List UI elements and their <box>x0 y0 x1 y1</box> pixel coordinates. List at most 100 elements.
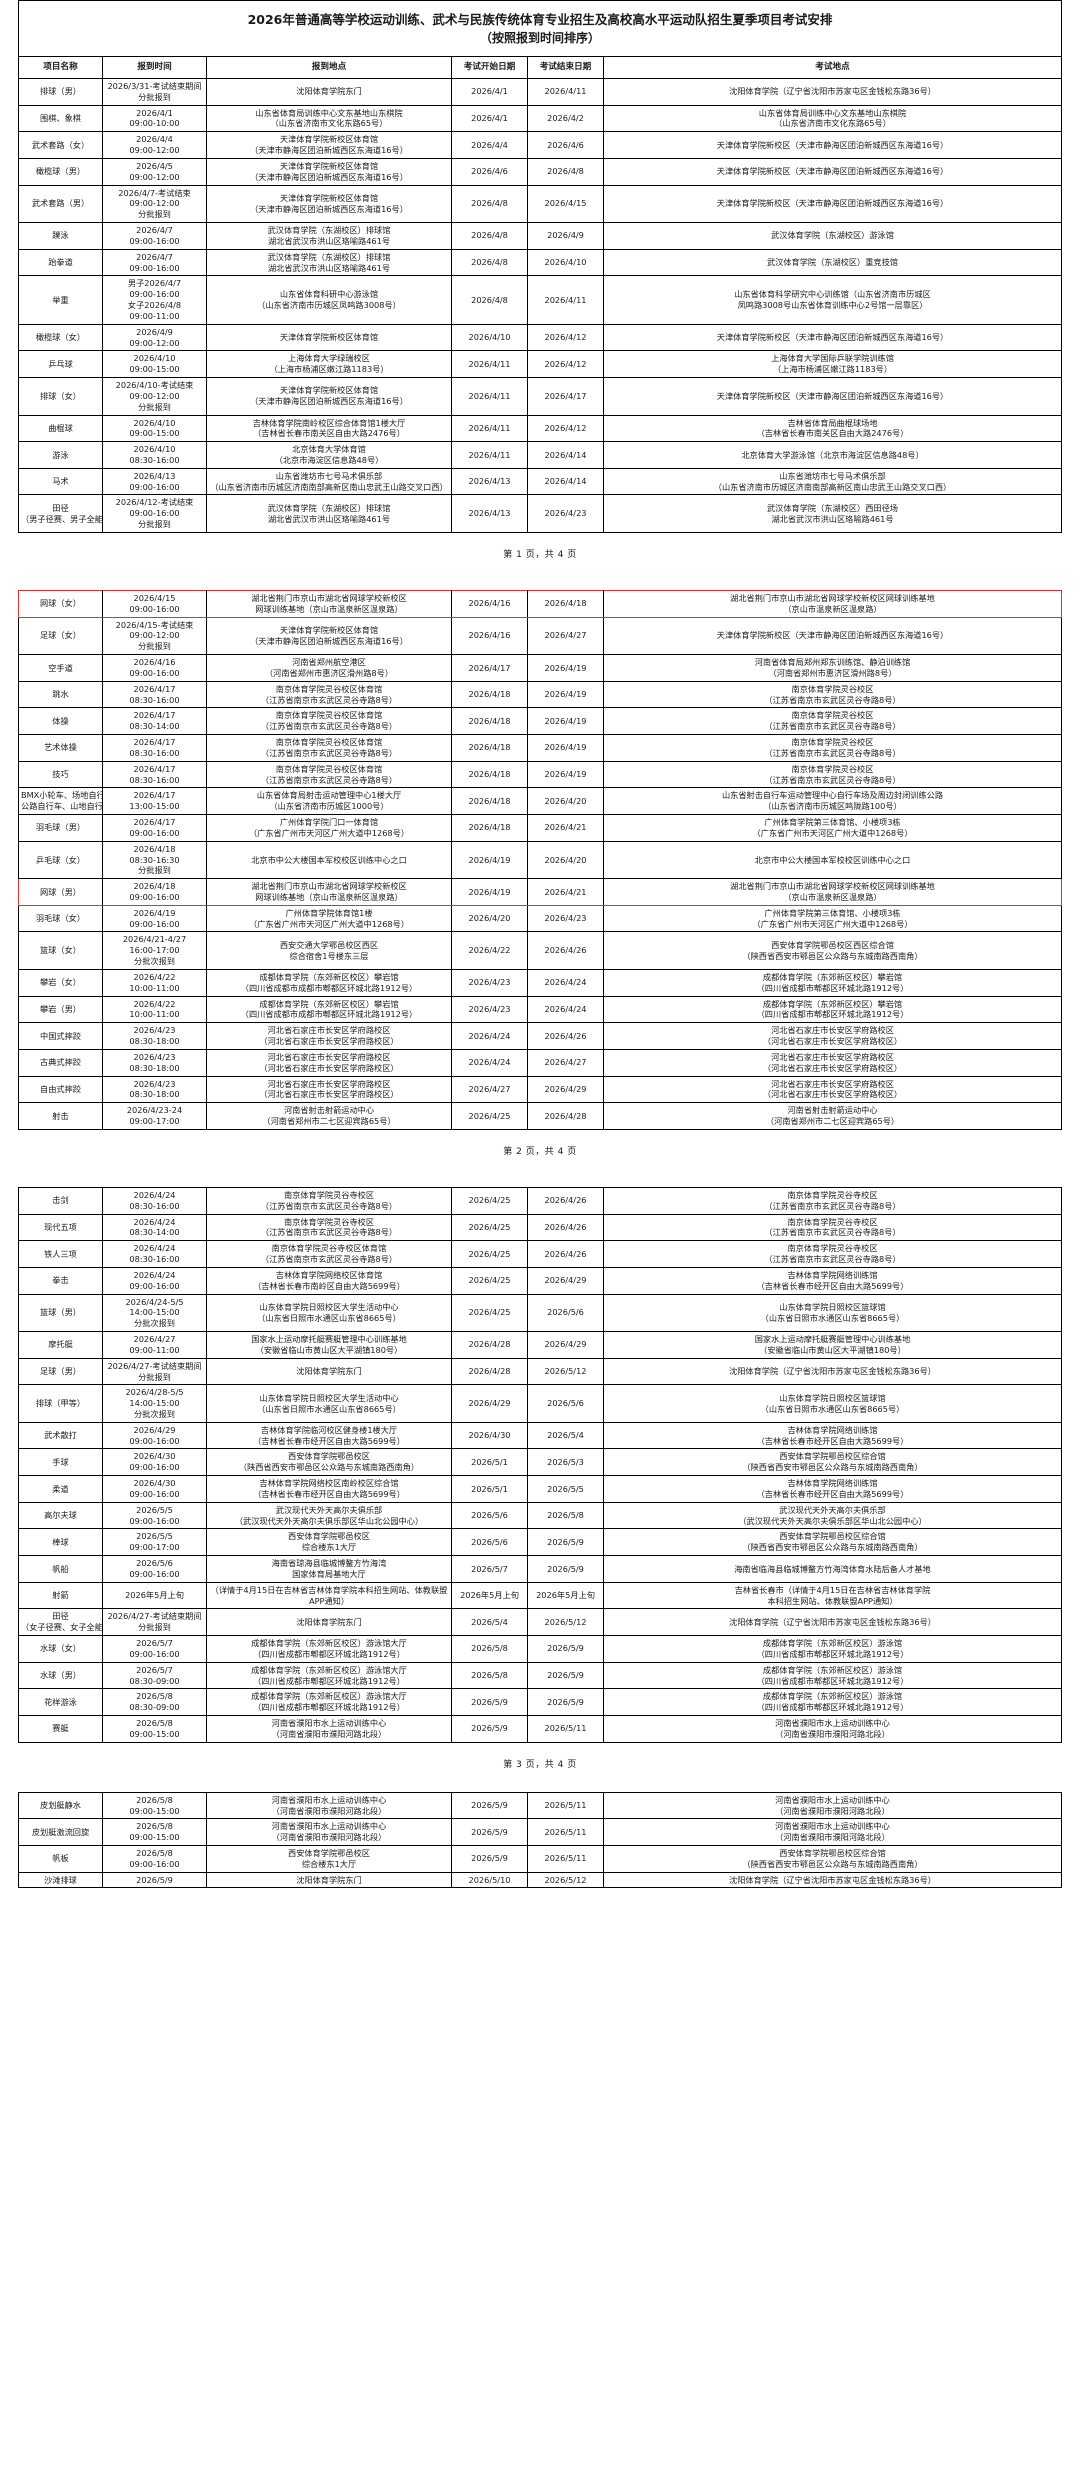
cell-report-place-line-1: （上海市杨浦区嫩江路1183号） <box>269 364 389 375</box>
table-row: 自由式摔跤 2026/4/23 08:30-18:00 河北省石家庄市长安区学府路校区… <box>18 1075 1062 1104</box>
cell-exam-place-line-0: 湖北省荆门市京山市湖北省网球学校新校区网球训练基地 <box>730 881 935 892</box>
cell-project-name: 中国式摔跤 <box>18 1022 103 1050</box>
cell-report-time-line-0: 2026/4/17 <box>133 710 176 721</box>
cell-report-time-line-0: 2026/5/8 <box>136 1718 173 1729</box>
cell-report-time-line-1: 09:00-16:00 <box>129 508 180 519</box>
cell-exam-place-line-0: 南京体育学院灵谷寺校区 <box>787 1243 878 1254</box>
cell-project-name: 马术 <box>18 467 103 496</box>
cell-exam-start: 2026/4/11 <box>451 377 528 416</box>
cell-exam-place-line-1: 本科招生网站、体教联盟APP通知） <box>767 1595 898 1606</box>
cell-exam-start-line-0: 2026/4/19 <box>468 886 511 897</box>
cell-report-place-line-0: 武汉体育学院（东湖校区）排球馆 <box>267 225 391 236</box>
cell-report-place-line-1: （广东省广州市天河区广州大道中1268号） <box>248 918 410 929</box>
cell-report-time-line-1: 08:30-16:30 <box>129 854 180 865</box>
cell-exam-start-line-0: 2026/4/11 <box>468 390 511 401</box>
cell-project-name: 篮球（男） <box>18 1293 103 1333</box>
cell-project-name-line-0: 蹼泳 <box>52 230 69 241</box>
cell-report-place: （详情于4月15日在吉林省吉林体育学院本科招生网站、体教联盟APP通知） <box>206 1581 452 1610</box>
cell-report-place-line-0: 成都体育学院（东郊新区校区）游泳馆大厅 <box>251 1638 407 1649</box>
cell-exam-start-line-0: 2026/5/9 <box>471 1826 508 1837</box>
cell-project-name-line-0: 攀岩（男） <box>40 1004 81 1015</box>
cell-report-place-line-1: （吉林省长春市南关区自由大路2476号） <box>253 428 405 439</box>
cell-exam-place: 北京体育大学游泳馆（北京市海淀区信息路48号） <box>603 441 1062 469</box>
table-row: 中国式摔跤 2026/4/23 08:30-18:00 河北省石家庄市长安区学府路校区… <box>18 1022 1062 1050</box>
cell-exam-end-line-0: 2026/4/29 <box>544 1339 587 1350</box>
cell-exam-place-line-0: 成都体育学院（东郊新区校区）攀岩馆 <box>762 971 903 982</box>
cell-report-place-line-1: （河北省石家庄市长安区学府路校区） <box>259 1036 399 1047</box>
cell-exam-place: 沈阳体育学院（辽宁省沈阳市苏家屯区金钱松东路36号） <box>603 77 1062 106</box>
cell-exam-start-line-0: 2026/4/17 <box>468 662 511 673</box>
cell-exam-start: 2026/5/1 <box>451 1448 528 1477</box>
table-row: 田径 （男子径赛、男子全能） 2026/4/12-考试结束 09:00-16:00 分批… <box>18 494 1062 533</box>
cell-report-time-line-1: 08:30-09:00 <box>129 1702 180 1713</box>
cell-report-time: 2026/4/24 08:30-16:00 <box>102 1186 207 1215</box>
cell-exam-place: 天津体育学院新校区（天津市静海区团泊新城西区东海道16号） <box>603 157 1062 186</box>
cell-report-place: 河南省郑州航空港区 （河南省郑州市惠济区滑州路8号） <box>206 654 452 682</box>
cell-project-name-line-0: 空手道 <box>48 662 73 673</box>
cell-report-time-line-1: 08:30-16:00 <box>129 1254 180 1265</box>
cell-report-time-line-1: 08:30-14:00 <box>129 1227 180 1238</box>
cell-exam-place-line-0: 河南省濮阳市水上运动训练中心 <box>775 1821 890 1832</box>
cell-exam-end: 2026/4/19 <box>527 760 604 789</box>
cell-exam-place-line-0: 武汉体育学院（东湖校区）西田径场 <box>766 502 898 513</box>
cell-exam-place-line-0: 南京体育学院灵谷校区 <box>791 710 874 721</box>
cell-report-time: 2026/5/8 09:00-15:00 <box>102 1715 207 1743</box>
cell-report-place: 成都体育学院（东郊新区校区）游泳馆大厅 （四川省成都市郫都区环城北路1912号） <box>206 1635 452 1663</box>
cell-report-time: 2026/5/8 09:00-15:00 <box>102 1818 207 1846</box>
cell-exam-end-line-0: 2026/4/24 <box>544 1004 587 1015</box>
cell-exam-start-line-0: 2026/5/7 <box>471 1563 508 1574</box>
cell-report-place: 国家水上运动摩托艇赛艇管理中心训练基地 （安徽省临山市黄山区大平湖镇180号） <box>206 1331 452 1359</box>
cell-report-time-line-0: 2026/4/23 <box>133 1025 176 1036</box>
cell-exam-end: 2026/5/3 <box>527 1448 604 1477</box>
cell-exam-place: 南京体育学院灵谷校区 （江苏省南京市玄武区灵谷寺路8号） <box>603 734 1062 762</box>
cell-project-name: 田径 （女子径赛、女子全能） <box>18 1608 103 1637</box>
cell-report-place: 南京体育学院灵谷校区体育馆 （江苏省南京市玄武区灵谷寺路8号） <box>206 707 452 736</box>
cell-exam-place: 天津体育学院新校区（天津市静海区团泊新城西区东海道16号） <box>603 184 1062 224</box>
cell-exam-place-line-0: 南京体育学院灵谷寺校区 <box>787 1189 878 1200</box>
cell-report-time-line-0: 2026/4/1 <box>136 107 173 118</box>
cell-project-name: 排球（男） <box>18 77 103 106</box>
cell-report-place-line-0: 河北省石家庄市长安区学府路校区 <box>267 1025 391 1036</box>
document-page-4: 皮划艇静水 2026/5/8 09:00-15:00 河南省濮阳市水上运动训练中心 （河… <box>18 1791 1062 1889</box>
cell-exam-end-line-0: 2026/5/12 <box>544 1366 587 1377</box>
cell-report-time-line-2: 分批报到 <box>138 519 171 530</box>
table-row: 手球 2026/4/30 09:00-16:00 西安体育学院鄂邑校区 （陕西省西安市鄂… <box>18 1448 1062 1477</box>
cell-project-name: 游泳 <box>18 441 103 469</box>
cell-exam-end: 2026/4/6 <box>527 131 604 159</box>
cell-report-place-line-1: （河南省濮阳市濮阳河路北段） <box>271 1805 387 1816</box>
cell-report-place-line-1: （陕西省西安市鄂邑区公众路与东城南路西南角） <box>238 1462 420 1473</box>
table-row: 网球（女） 2026/4/15 09:00-16:00 湖北省荆门市京山市湖北省网球学… <box>18 589 1062 618</box>
cell-report-time: 2026/4/24-5/5 14:00-15:00 分批次报到 <box>102 1293 207 1333</box>
cell-exam-place-line-0: 沈阳体育学院（辽宁省沈阳市苏家屯区金钱松东路36号） <box>729 1366 936 1377</box>
cell-report-place-line-0: 沈阳体育学院东门 <box>296 1366 362 1377</box>
cell-exam-end: 2026/4/23 <box>527 494 604 533</box>
cell-report-place-line-0: 北京市中公大楼国本军校校区训练中心之口 <box>251 854 407 865</box>
cell-report-place-line-0: 成都体育学院（东郊新区校区）游泳馆大厅 <box>251 1664 407 1675</box>
cell-exam-start: 2026/4/8 <box>451 222 528 250</box>
cell-exam-start: 2026/4/13 <box>451 494 528 533</box>
cell-exam-start-line-0: 2026/4/25 <box>468 1221 511 1232</box>
cell-exam-place-line-1: （江苏省南京市玄武区灵谷寺路8号） <box>764 747 901 758</box>
cell-report-time: 2026/4/15 09:00-16:00 <box>102 589 207 618</box>
cell-exam-end-line-0: 2026/4/26 <box>544 1248 587 1259</box>
cell-project-name: 射击 <box>18 1102 103 1130</box>
cell-report-time: 2026/4/9 09:00-12:00 <box>102 323 207 352</box>
table-row: 橄榄球（女） 2026/4/9 09:00-12:00 天津体育学院新校区体育馆 202… <box>18 323 1062 352</box>
cell-report-time-line-0: 2026/5/7 <box>136 1638 173 1649</box>
page-break-3 <box>18 1770 1062 1792</box>
cell-report-place-line-0: 西安体育学院鄂邑校区 <box>288 1848 370 1858</box>
cell-exam-start-line-0: 2026/4/18 <box>468 742 511 753</box>
cell-report-time-line-1: 09:00-16:00 <box>129 1280 180 1291</box>
cell-project-name: 帆船 <box>18 1555 103 1583</box>
cell-report-place-line-0: 沈阳体育学院东门 <box>296 1616 362 1627</box>
cell-report-place-line-1: 国家体育局基地大厅 <box>292 1568 366 1579</box>
cell-report-place-line-0: 沈阳体育学院东门 <box>296 86 362 97</box>
cell-report-time: 2026/5/8 09:00-15:00 <box>102 1791 207 1820</box>
cell-project-name-line-0: 皮划艇静水 <box>40 1800 81 1811</box>
cell-report-place-line-1: （山东省济南市历城区凤鸣路3008号） <box>257 300 401 311</box>
cell-exam-start-line-0: 2026/4/27 <box>468 1084 511 1094</box>
cell-report-time-line-0: 2026/4/24 <box>133 1269 176 1280</box>
cell-report-time-line-1: 09:00-16:00 <box>129 667 180 678</box>
cell-report-place-line-1: 网球训练基地（京山市温泉新区温泉路） <box>255 603 403 614</box>
cell-exam-place: 成都体育学院（东郊新区校区）攀岩馆 （四川省成都市郫都区环城北路1912号） <box>603 995 1062 1024</box>
